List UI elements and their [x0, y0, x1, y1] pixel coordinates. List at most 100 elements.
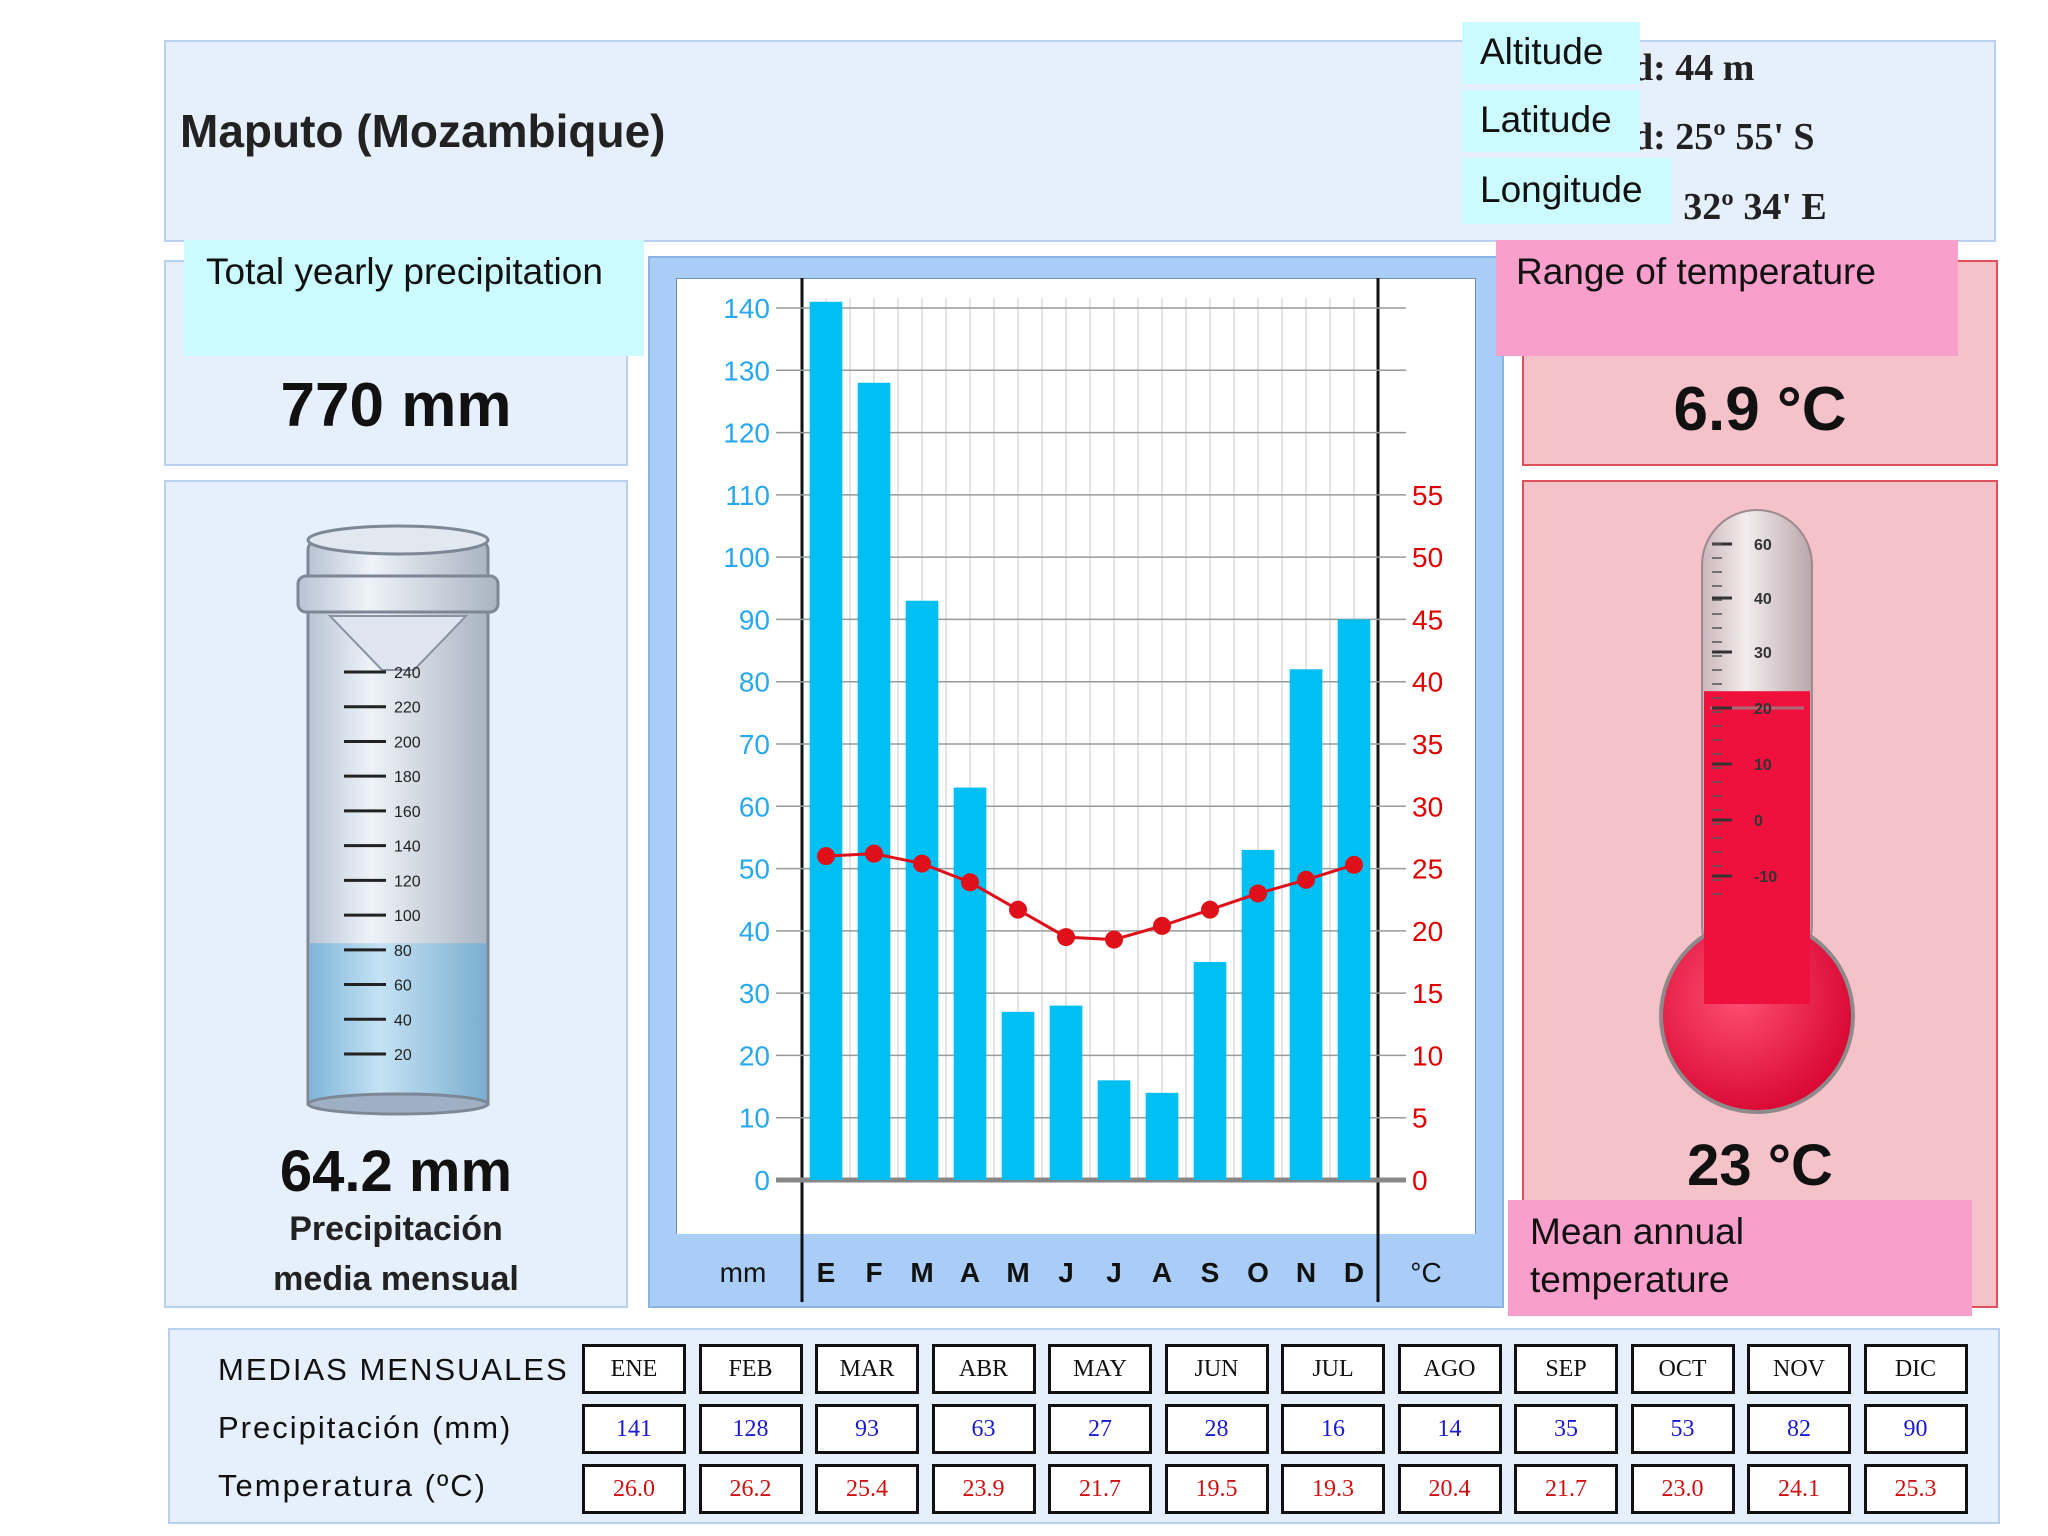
precipitation-cell: 93 — [815, 1404, 919, 1454]
precipitation-bar — [1289, 669, 1323, 1180]
left-axis-tick-label: 120 — [723, 418, 770, 449]
monthly-mean-caption-1: Precipitación — [289, 1210, 503, 1248]
temperature-point — [1297, 870, 1315, 889]
thermometer-tick-label: 0 — [1754, 813, 1763, 830]
right-axis-tick-label: 40 — [1412, 667, 1443, 698]
latitude-value: d: 25º 55' S — [1632, 116, 1815, 158]
temperature-point — [913, 854, 931, 873]
left-axis-tick-label: 50 — [739, 854, 770, 885]
temperature-point — [1009, 900, 1027, 919]
month-header-cell: AGO — [1397, 1344, 1502, 1394]
temperature-range-label: Range of temperature — [1496, 240, 1958, 356]
gauge-tick-label: 160 — [394, 804, 421, 821]
precipitation-cell: 63 — [931, 1404, 1036, 1454]
x-axis-tick-label: J — [1106, 1257, 1122, 1288]
precipitation-cell: 16 — [1281, 1404, 1385, 1454]
total-precipitation-label: Total yearly precipitation — [184, 240, 644, 356]
right-axis-tick-label: 45 — [1412, 604, 1443, 635]
precipitation-cell: 14 — [1397, 1404, 1502, 1454]
x-axis-tick-label: A — [1152, 1257, 1172, 1288]
precipitation-bar — [1337, 619, 1371, 1180]
thermometer-tick-label: 60 — [1754, 537, 1772, 554]
longitude-label: Longitude — [1462, 158, 1672, 224]
precipitation-cell: 90 — [1863, 1404, 1968, 1454]
left-axis-tick-label: 10 — [739, 1103, 770, 1134]
x-axis-label-left: mm — [720, 1257, 767, 1288]
month-header-cell: DIC — [1863, 1344, 1968, 1394]
latitude-label: Latitude — [1462, 90, 1640, 152]
right-axis-tick-label: 55 — [1412, 480, 1443, 511]
thermometer-tick-label: 40 — [1754, 591, 1772, 608]
table-label-temperature: Temperatura (ºC) — [218, 1468, 487, 1503]
precipitation-bar — [809, 301, 843, 1180]
temperature-cell: 21.7 — [1048, 1464, 1152, 1514]
x-axis-tick-label: J — [1058, 1257, 1074, 1288]
left-axis-tick-label: 80 — [739, 667, 770, 698]
gauge-tick-label: 240 — [394, 665, 421, 682]
month-header-cell: MAR — [815, 1344, 919, 1394]
precipitation-cell: 128 — [698, 1404, 803, 1454]
x-axis-tick-label: F — [865, 1257, 882, 1288]
monthly-mean-caption-2: media mensual — [273, 1260, 519, 1298]
right-axis-tick-label: 0 — [1412, 1165, 1428, 1196]
left-axis-tick-label: 0 — [754, 1165, 770, 1196]
right-axis-tick-label: 25 — [1412, 854, 1443, 885]
left-axis-tick-label: 30 — [739, 978, 770, 1009]
temperature-cell: 19.5 — [1164, 1464, 1269, 1514]
month-header-cell: ENE — [582, 1344, 686, 1394]
temperature-point — [1153, 916, 1171, 935]
x-axis-tick-label: M — [910, 1257, 933, 1288]
precipitation-bar — [905, 600, 939, 1180]
table-label-months: MEDIAS MENSUALES — [218, 1352, 569, 1387]
altitude-label: Altitude — [1462, 22, 1640, 84]
temperature-range-value: 6.9 °C — [1673, 375, 1847, 444]
x-axis-tick-label: S — [1201, 1257, 1220, 1288]
gauge-tick-label: 60 — [394, 978, 412, 995]
altitude-value: d: 44 m — [1632, 47, 1755, 89]
temperature-cell: 24.1 — [1747, 1464, 1851, 1514]
month-header-cell: MAY — [1048, 1344, 1152, 1394]
month-header-cell: JUL — [1281, 1344, 1385, 1394]
left-axis-tick-label: 40 — [739, 916, 770, 947]
right-axis-tick-label: 30 — [1412, 791, 1443, 822]
x-axis-label-right: °C — [1410, 1257, 1441, 1288]
gauge-tick-label: 180 — [394, 769, 421, 786]
precipitation-cell: 141 — [582, 1404, 686, 1454]
temperature-point — [961, 873, 979, 892]
precipitation-bar — [857, 382, 891, 1180]
temperature-cell: 19.3 — [1281, 1464, 1385, 1514]
precipitation-cell: 53 — [1630, 1404, 1735, 1454]
precipitation-bar — [1241, 849, 1275, 1180]
precipitation-bar — [953, 787, 987, 1180]
month-header-cell: FEB — [698, 1344, 803, 1394]
right-axis-tick-label: 20 — [1412, 916, 1443, 947]
total-precipitation-value: 770 mm — [280, 371, 512, 440]
gauge-tick-label: 100 — [394, 908, 421, 925]
page-title: Maputo (Mozambique) — [180, 105, 666, 157]
mean-annual-temperature-label: Mean annual temperature — [1508, 1200, 1972, 1316]
right-axis-tick-label: 5 — [1412, 1103, 1428, 1134]
temperature-point — [1249, 884, 1267, 903]
header-panel — [164, 40, 1996, 242]
thermometer-tick-label: -10 — [1754, 869, 1777, 886]
precipitation-cell: 27 — [1048, 1404, 1152, 1454]
gauge-tick-label: 40 — [394, 1012, 412, 1029]
right-axis-tick-label: 15 — [1412, 978, 1443, 1009]
mean-annual-temperature-value: 23 °C — [1687, 1133, 1833, 1198]
precipitation-cell: 28 — [1164, 1404, 1269, 1454]
x-axis-tick-label: O — [1247, 1257, 1269, 1288]
precipitation-cell: 82 — [1747, 1404, 1851, 1454]
month-header-cell: OCT — [1630, 1344, 1735, 1394]
x-axis-tick-label: N — [1296, 1257, 1316, 1288]
month-header-cell: SEP — [1514, 1344, 1618, 1394]
right-axis-tick-label: 35 — [1412, 729, 1443, 760]
table-label-precipitation: Precipitación (mm) — [218, 1410, 513, 1445]
temperature-cell: 20.4 — [1397, 1464, 1502, 1514]
left-axis-tick-label: 90 — [739, 604, 770, 635]
left-axis-tick-label: 70 — [739, 729, 770, 760]
month-header-cell: ABR — [931, 1344, 1036, 1394]
climate-chart: 0 10 20 30 40 50 60 70 80 90 100 110 120 130 140 0 5 10 1… — [676, 278, 1476, 1302]
precipitation-cell: 35 — [1514, 1404, 1618, 1454]
gauge-tick-label: 200 — [394, 734, 421, 751]
temperature-cell: 26.2 — [698, 1464, 803, 1514]
